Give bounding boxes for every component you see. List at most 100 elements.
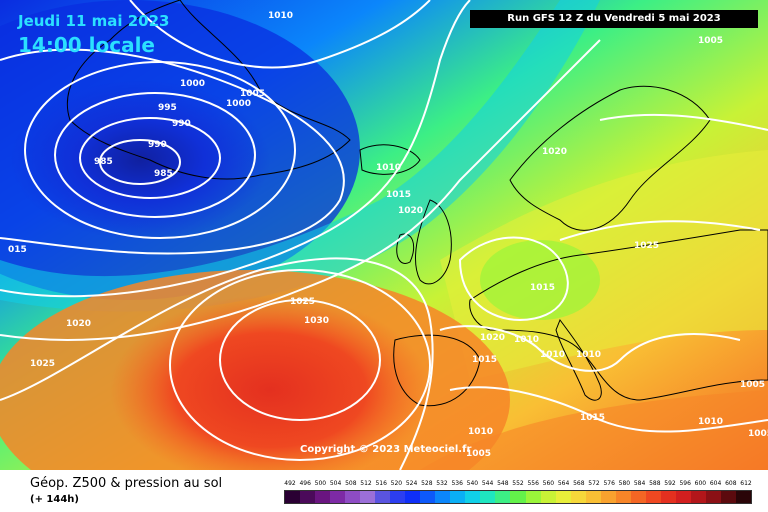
legend-swatch	[720, 491, 736, 503]
legend-tick-label: 500	[314, 480, 327, 487]
legend-swatch	[345, 491, 361, 503]
legend-swatch	[375, 491, 391, 503]
map-title: Géop. Z500 & pression au sol	[30, 476, 223, 491]
isobar-label: 1015	[580, 413, 605, 423]
isobar-label: 1015	[386, 190, 411, 200]
legend-tick-label: 560	[542, 480, 555, 487]
legend-swatch	[705, 491, 721, 503]
isobar-label: 990	[172, 119, 191, 129]
isobar-label: 1010	[576, 350, 601, 360]
legend-tick-label: 576	[603, 480, 615, 487]
south-orange	[420, 390, 768, 470]
legend-swatch	[330, 491, 346, 503]
legend-swatch	[465, 491, 481, 503]
legend-tick-label: 524	[405, 480, 418, 487]
legend-tick-label: 612	[740, 480, 752, 487]
legend-tick-label: 532	[436, 480, 448, 487]
legend-tick-label: 600	[694, 480, 707, 487]
isobar-label: 1015	[472, 355, 497, 365]
legend-tick-label: 548	[497, 480, 509, 487]
isobar-label: 1005	[240, 89, 265, 99]
isobar-label: 1000	[226, 99, 251, 109]
isobar-label: 1030	[304, 316, 329, 326]
legend-swatch	[600, 491, 616, 503]
isobar-label: 1010	[268, 11, 293, 21]
isobars	[0, 0, 768, 470]
model-run-label: Run GFS 12 Z du Vendredi 5 mai 2023	[470, 10, 758, 28]
legend-swatch	[555, 491, 571, 503]
legend-swatch	[510, 491, 526, 503]
low-core	[10, 80, 270, 240]
legend-tick-label: 536	[451, 480, 463, 487]
isobar-label: 1010	[376, 163, 401, 173]
legend-swatch	[420, 491, 436, 503]
legend-swatch	[360, 491, 376, 503]
legend-swatch	[405, 491, 421, 503]
weather-map: 1010 1000 1005 1000 995 990 990 985 985 1010 1015 1…	[0, 0, 768, 470]
legend-tick-label: 492	[284, 480, 296, 487]
isobar-label: 1010	[468, 427, 493, 437]
map-canvas: 1010100010051000995990990985985101010151…	[0, 0, 768, 470]
legend-swatch	[615, 491, 631, 503]
isobar-label: 015	[8, 245, 27, 255]
legend-swatch	[525, 491, 541, 503]
copyright-notice: Copyright © 2023 Meteociel.fr	[300, 444, 472, 455]
legend-tick-label: 512	[360, 480, 372, 487]
legend-swatch	[285, 491, 301, 503]
legend-tick-label: 580	[618, 480, 631, 487]
legend-tick-label: 568	[573, 480, 585, 487]
legend-swatch	[315, 491, 331, 503]
isobar-label: 1005	[698, 36, 723, 46]
isobar-labels: 1010100010051000995990990985985101010151…	[8, 11, 768, 459]
legend-swatch	[690, 491, 706, 503]
legend-swatch	[540, 491, 556, 503]
yellow-band	[440, 150, 768, 380]
isobar-label: 1010	[698, 417, 723, 427]
legend-tick-label: 572	[588, 480, 600, 487]
legend-tick-label: 592	[664, 480, 676, 487]
legend-tick-label: 528	[421, 480, 433, 487]
isobar-label: 1015	[530, 283, 555, 293]
legend-swatch	[300, 491, 316, 503]
legend-tick-label: 504	[329, 480, 342, 487]
isobar-label: 995	[158, 103, 177, 113]
legend-swatch	[645, 491, 661, 503]
legend-swatch	[495, 491, 511, 503]
legend-tick-label: 544	[481, 480, 494, 487]
legend-tick-label: 552	[512, 480, 524, 487]
legend-tick-label: 564	[557, 480, 570, 487]
legend-tick-labels: 492 496 500 504 508 512 516 520 524 528 532 536 540 5…	[284, 480, 752, 490]
isobar-label: 1005	[748, 429, 768, 439]
isobar-label: 1025	[30, 359, 55, 369]
legend-tick-label: 508	[345, 480, 357, 487]
high-core	[110, 295, 430, 470]
isobar-label: 985	[94, 157, 113, 167]
green-patch	[480, 240, 600, 320]
forecast-time: 14:00 locale	[18, 33, 155, 57]
isobar-label: 1020	[480, 333, 505, 343]
legend-swatch	[630, 491, 646, 503]
legend-tick-label: 556	[527, 480, 539, 487]
legend-tick-label: 604	[709, 480, 722, 487]
color-legend	[284, 490, 752, 504]
isobar-label: 1005	[740, 380, 765, 390]
legend-tick-label: 596	[679, 480, 691, 487]
isobar-label: 1000	[180, 79, 205, 89]
isobar-label: 1025	[634, 241, 659, 251]
legend-tick-label: 540	[466, 480, 479, 487]
isobar-label: 1020	[398, 206, 423, 216]
isobar-label: 1025	[290, 297, 315, 307]
isobar-label: 1020	[542, 147, 567, 157]
legend-swatch	[390, 491, 406, 503]
legend-tick-label: 520	[390, 480, 403, 487]
isobar-label: 1010	[540, 350, 565, 360]
legend-swatch	[435, 491, 451, 503]
legend-tick-label: 588	[649, 480, 661, 487]
isobar-label: 990	[148, 140, 167, 150]
legend-swatch	[735, 491, 751, 503]
isobar-label: 1005	[466, 449, 491, 459]
legend-swatch	[675, 491, 691, 503]
isobar-label: 1010	[514, 335, 539, 345]
legend-swatch	[585, 491, 601, 503]
legend-swatch	[570, 491, 586, 503]
